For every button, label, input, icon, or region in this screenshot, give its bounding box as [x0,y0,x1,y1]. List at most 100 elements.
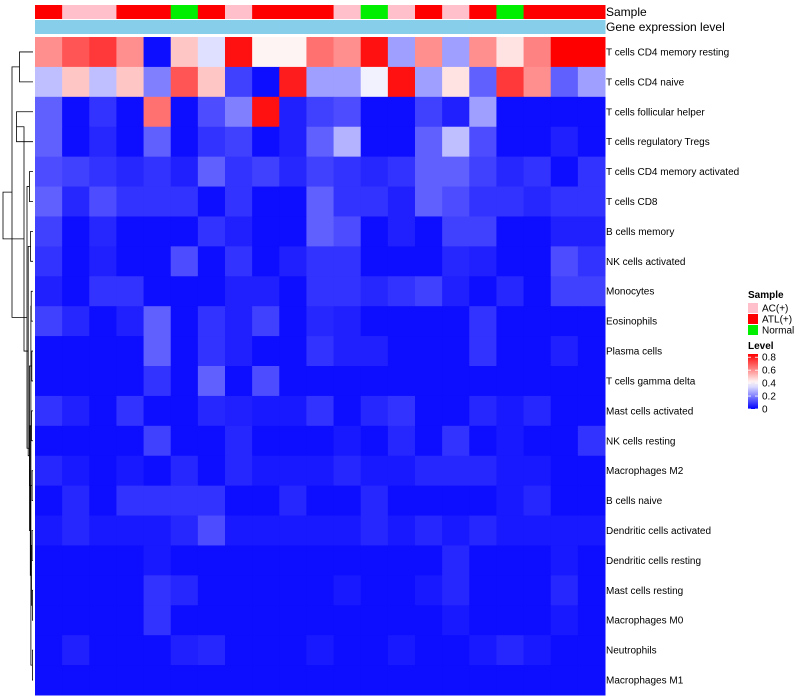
heatmap-cell [89,156,117,188]
heatmap-cell [116,246,145,277]
heatmap-cell [225,515,253,546]
heatmap-cell [387,276,416,307]
level-colorbar [748,354,758,409]
heatmap-cell [225,336,253,367]
heatmap-cell [252,336,280,367]
row-label: B cells naive [606,496,663,507]
heatmap-cell [170,455,199,487]
heatmap-cell [333,246,362,277]
heatmap-cell [306,485,335,517]
heatmap-cell [577,485,606,517]
heatmap-cell [62,336,90,367]
heatmap-cell [89,665,117,696]
heatmap-cell [306,216,335,247]
heatmap-cell [170,545,199,576]
heatmap-cell [496,485,525,517]
heatmap-cell [360,455,389,487]
heatmap-cell [225,395,253,427]
heatmap-cell [306,575,335,606]
heatmap-cell [225,306,253,337]
heatmap-cell [523,37,552,68]
heatmap-cell [415,455,443,487]
heatmap-cell [143,156,172,188]
heatmap-cell [550,336,579,367]
heatmap-cell [225,665,253,696]
heatmap-cell [469,216,497,247]
heatmap-cell [387,306,416,337]
heatmap-cell [523,605,552,636]
heatmap-cell [89,126,117,158]
heatmap-cell [387,246,416,277]
heatmap-cell [360,246,389,277]
heatmap-cell [225,366,253,397]
gene-annotation-cell [550,20,579,34]
heatmap-cell [279,186,307,217]
heatmap-cell [442,126,470,158]
heatmap-cell [496,545,525,576]
heatmap-cell [523,575,552,606]
heatmap-cell [550,66,579,98]
sample-annotation-bar [35,5,606,19]
heatmap-cell [496,306,525,337]
row-label: Neutrophils [606,646,657,657]
heatmap-cell [360,545,389,576]
heatmap-cell [143,455,172,487]
heatmap-cell [252,425,280,457]
legend: Sample AC(+)ATL(+)Normal Level 0 0.2 0.4 0.… [748,290,794,416]
heatmap-cell [143,545,172,576]
heatmap-cell [279,575,307,606]
heatmap-cell [550,635,579,666]
sample-annotation-cell [225,5,253,19]
heatmap-cell [143,515,172,546]
heatmap-cell [523,336,552,367]
row-label: Mast cells activated [606,406,693,417]
sample-legend-swatch [748,325,758,335]
heatmap-cell [415,126,443,158]
heatmap-cell [387,425,416,457]
heatmap-cell [35,485,63,517]
heatmap-cell [116,395,145,427]
heatmap-cell [279,306,307,337]
gene-annotation-cell [116,20,145,34]
heatmap-cell [306,605,335,636]
heatmap-cell [306,96,335,128]
heatmap-cell [442,545,470,576]
heatmap-cell [415,545,443,576]
heatmap-cell [116,635,145,666]
heatmap-cell [197,395,226,427]
sample-annotation-cell [523,5,552,19]
heatmap-cell [306,37,335,68]
row-label: T cells follicular helper [606,107,705,118]
heatmap-cell [523,545,552,576]
sample-annotation-cell [116,5,145,19]
sample-annotation-cell [415,5,443,19]
sample-annotation-cell [62,5,90,19]
heatmap-cell [116,575,145,606]
heatmap-cell [333,425,362,457]
sample-legend-swatch [748,303,758,313]
heatmap-cell [415,66,443,98]
sample-annotation-cell [279,5,307,19]
heatmap-cell [550,545,579,576]
heatmap-cell [252,246,280,277]
heatmap-cell [89,66,117,98]
sample-annotation-label: Sample [606,5,647,19]
heatmap-cell [62,276,90,307]
heatmap-cell [225,635,253,666]
heatmap-cell [62,665,90,696]
heatmap-cell [35,186,63,217]
heatmap-cell [469,66,497,98]
heatmap-cell [170,216,199,247]
heatmap-cell [62,485,90,517]
heatmap-cell [252,156,280,188]
heatmap-cell [143,216,172,247]
heatmap-cell [415,485,443,517]
heatmap-cell [523,635,552,666]
heatmap-cell [252,66,280,98]
heatmap-cell [333,306,362,337]
heatmap-cell [496,96,525,128]
heatmap-cell [170,306,199,337]
heatmap-cell [442,425,470,457]
heatmap-cell [577,545,606,576]
heatmap-cell [523,425,552,457]
